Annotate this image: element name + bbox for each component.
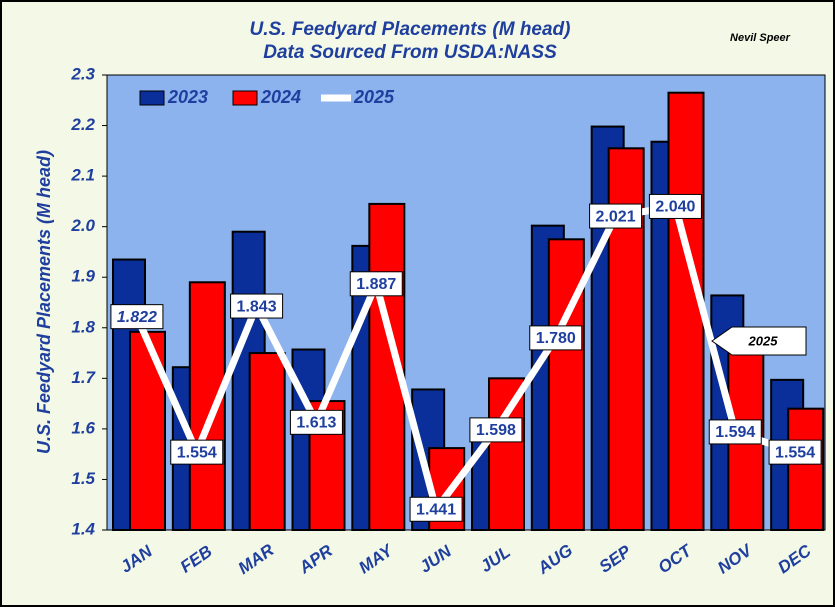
legend-label: 2024	[260, 87, 301, 107]
chart-subtitle: Data Sourced From USDA:NASS	[263, 42, 557, 63]
author: Nevil Speer	[730, 32, 791, 44]
data-label: 1.843	[237, 298, 277, 315]
y-tick-label: 1.9	[71, 267, 95, 286]
label-box	[768, 439, 822, 465]
bar	[787, 407, 825, 531]
chart-title: U.S. Feedyard Placements (M head)	[250, 19, 571, 40]
y-tick-label: 2.3	[70, 64, 95, 83]
legend-swatch	[139, 90, 165, 106]
label-box	[409, 496, 463, 522]
label-box	[708, 419, 762, 445]
bar	[667, 91, 705, 531]
label-box	[529, 325, 583, 351]
y-tick-label: 2.0	[70, 216, 95, 235]
data-label: 2.021	[596, 208, 636, 225]
label-box	[349, 271, 403, 297]
legend-label: 2023	[167, 87, 208, 107]
y-tick-label: 2.2	[70, 115, 95, 134]
label-box	[469, 417, 523, 443]
line	[133, 202, 797, 518]
label-box	[230, 293, 284, 319]
label-box	[170, 439, 224, 465]
label-box	[648, 193, 702, 219]
label-box	[589, 203, 643, 229]
y-tick-label: 1.4	[71, 519, 95, 538]
bar	[488, 377, 525, 532]
y-tick-label: 2.1	[70, 166, 95, 185]
data-label: 2.040	[655, 199, 695, 216]
data-label: 1.441	[416, 501, 456, 518]
bar	[547, 238, 585, 532]
bar	[188, 281, 226, 531]
data-label: 1.554	[177, 444, 217, 461]
data-label: 1.598	[476, 422, 516, 439]
data-label: 1.613	[296, 415, 336, 432]
label-box	[289, 409, 343, 435]
legend-label: 2025	[353, 87, 395, 107]
y-tick-label: 1.8	[71, 317, 95, 336]
y-tick-label: 1.6	[71, 418, 95, 437]
y-axis-title: U.S. Feedyard Placements (M head)	[34, 150, 54, 454]
annotation: 2025	[748, 333, 779, 348]
y-tick-label: 1.5	[71, 469, 95, 488]
data-label: 1.887	[356, 276, 396, 293]
legend-swatch	[232, 90, 258, 106]
data-label: 1.554	[775, 444, 815, 461]
callout-arrow	[711, 326, 807, 356]
y-tick-label: 1.7	[71, 368, 96, 387]
data-label: 1.780	[536, 330, 576, 347]
plot-area	[106, 74, 826, 531]
bar	[248, 352, 286, 531]
data-label: 1.594	[715, 424, 755, 441]
data-label: 1.822	[117, 309, 157, 326]
label-box	[110, 304, 164, 330]
